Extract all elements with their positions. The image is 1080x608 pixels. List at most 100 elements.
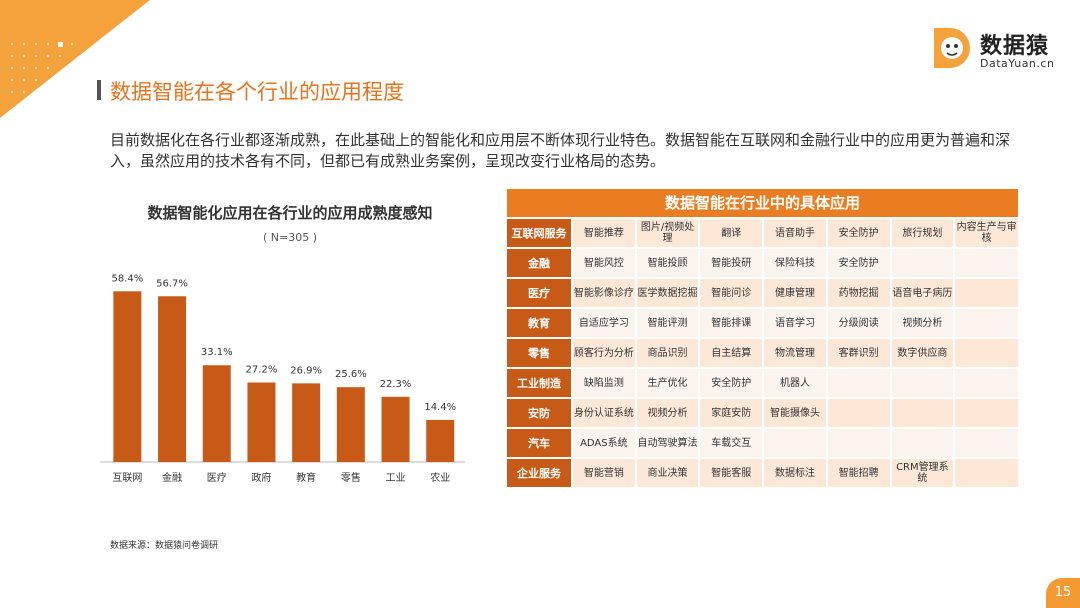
table-cell: 智能推荐	[571, 217, 636, 248]
x-tick-label: 互联网	[112, 472, 142, 484]
table-cell: 车载交互	[698, 427, 764, 458]
logo-mark-icon	[934, 28, 970, 68]
table-cell: 数据标注	[762, 457, 827, 487]
table-cell	[889, 427, 955, 458]
bar	[202, 365, 231, 462]
row-category: 企业服务	[507, 457, 572, 487]
table-row: 安防 身份认证系统 视频分析 家庭安防 智能摄像头	[507, 397, 1018, 428]
row-category: 医疗	[507, 277, 572, 308]
x-tick-label: 医疗	[207, 471, 227, 484]
table-cell: 安全防护	[825, 217, 891, 248]
table-cell	[825, 397, 891, 428]
title-marker	[97, 80, 101, 100]
table-row: 互联网服务 智能推荐 图片/视频处理 翻译 语音助手 安全防护 旅行规划 内容生产与审核	[507, 217, 1018, 248]
table-cell: 自适应学习	[571, 307, 636, 338]
table-cell: 智能评测	[634, 307, 700, 338]
table-cell	[953, 457, 1018, 487]
bar-value-label: 56.7%	[156, 278, 188, 289]
table-cell: 视频分析	[889, 307, 955, 338]
table-row: 企业服务 智能营销 商业决策 智能客服 数据标注 智能招聘 CRM管理系统	[507, 457, 1018, 487]
row-category: 汽车	[507, 427, 572, 458]
bar	[113, 291, 142, 462]
table-cell: 顾客行为分析	[571, 337, 636, 368]
table-row: 金融 智能风控 智能投顾 智能投研 保险科技 安全防护	[507, 247, 1018, 278]
table-cell: 语音电子病历	[889, 277, 955, 308]
table-cell: 药物挖掘	[825, 277, 891, 308]
application-table: 数据智能在行业中的具体应用 互联网服务 智能推荐 图片/视频处理 翻译 语音助手 安全防护…	[507, 189, 1018, 487]
table-cell: 视频分析	[634, 397, 700, 428]
table-cell: 智能问诊	[698, 277, 764, 308]
bar-value-label: 25.6%	[335, 369, 367, 380]
table-cell: 智能客服	[698, 457, 764, 487]
bar	[292, 383, 321, 462]
table-cell: CRM管理系统	[889, 457, 955, 487]
bar-chart: 58.4% 互联网 56.7% 金融 33.1% 医疗 27.2% 政府 26.9% 教育 25.6…	[100, 273, 465, 484]
bar-value-label: 27.2%	[246, 364, 278, 375]
table-cell: 缺陷监测	[571, 367, 636, 398]
row-category: 零售	[507, 337, 572, 368]
row-category: 教育	[507, 307, 572, 338]
row-category: 金融	[507, 247, 572, 278]
table-cell: 安全防护	[825, 247, 891, 278]
x-tick-label: 零售	[341, 471, 361, 484]
table-cell: 商品识别	[634, 337, 700, 368]
bar	[158, 296, 187, 462]
table-row: 教育 自适应学习 智能评测 智能排课 语音学习 分级阅读 视频分析	[507, 307, 1018, 338]
table-row: 医疗 智能影像诊疗 医学数据挖掘 智能问诊 健康管理 药物挖掘 语音电子病历	[507, 277, 1018, 308]
bar-value-label: 26.9%	[290, 365, 322, 376]
table-cell: 商业决策	[634, 457, 700, 487]
table-cell: 智能投顾	[634, 247, 700, 278]
table-cell	[889, 397, 955, 428]
table-cell: 智能营销	[571, 457, 636, 487]
x-tick-label: 工业	[386, 472, 406, 484]
table-cell	[762, 427, 827, 458]
table-cell: 自动驾驶算法	[634, 427, 700, 458]
bar	[381, 396, 410, 462]
bar-value-label: 22.3%	[380, 379, 412, 390]
x-tick-label: 教育	[296, 471, 316, 484]
page-number: 15	[1046, 578, 1080, 608]
row-category: 安防	[507, 397, 572, 428]
data-source: 数据来源：数据猿问卷调研	[110, 541, 219, 551]
table-cell: ADAS系统	[571, 427, 636, 458]
table-title: 数据智能在行业中的具体应用	[507, 189, 1018, 217]
bar-value-label: 58.4%	[111, 273, 143, 284]
table-cell: 分级阅读	[825, 307, 891, 338]
x-tick-label: 农业	[430, 471, 450, 484]
table-cell: 图片/视频处理	[634, 217, 700, 248]
table-cell: 智能风控	[571, 247, 636, 278]
table-cell: 内容生产与审核	[953, 217, 1018, 248]
table-cell	[953, 277, 1018, 308]
table-cell	[825, 367, 891, 398]
corner-decoration	[0, 0, 150, 118]
table-cell: 保险科技	[762, 247, 827, 278]
table-cell: 智能投研	[698, 247, 764, 278]
intro-paragraph: 目前数据化在各行业都逐渐成熟，在此基础上的智能化和应用层不断体现行业特色。数据智…	[110, 131, 1011, 170]
table-row: 汽车 ADAS系统 自动驾驶算法 车载交互	[507, 427, 1018, 458]
table-cell: 家庭安防	[698, 397, 764, 428]
table-cell: 旅行规划	[889, 217, 955, 248]
table-cell: 数字供应商	[889, 337, 955, 368]
table-cell: 语音学习	[762, 307, 827, 338]
bar-value-label: 33.1%	[201, 347, 233, 358]
table-cell: 智能招聘	[825, 457, 891, 487]
table-cell: 自主结算	[698, 337, 764, 368]
bar	[336, 387, 365, 462]
bar	[247, 382, 276, 462]
table-cell: 翻译	[698, 217, 764, 248]
x-tick-label: 金融	[162, 471, 182, 484]
table-cell: 智能摄像头	[762, 397, 827, 428]
application-grid: 互联网服务 智能推荐 图片/视频处理 翻译 语音助手 安全防护 旅行规划 内容生产与审核 金融智…	[507, 217, 1018, 487]
table-cell: 医学数据挖掘	[634, 277, 700, 308]
table-cell: 安全防护	[698, 367, 764, 398]
table-cell: 客群识别	[825, 337, 891, 368]
bar	[426, 419, 455, 462]
table-cell	[953, 307, 1018, 338]
table-row: 零售 顾客行为分析 商品识别 自主结算 物流管理 客群识别 数字供应商	[507, 337, 1018, 368]
table-cell	[889, 247, 955, 278]
table-cell	[953, 427, 1018, 458]
table-cell: 智能影像诊疗	[571, 277, 636, 308]
row-category: 互联网服务	[507, 217, 572, 248]
table-cell	[889, 367, 955, 398]
table-cell	[953, 337, 1018, 368]
